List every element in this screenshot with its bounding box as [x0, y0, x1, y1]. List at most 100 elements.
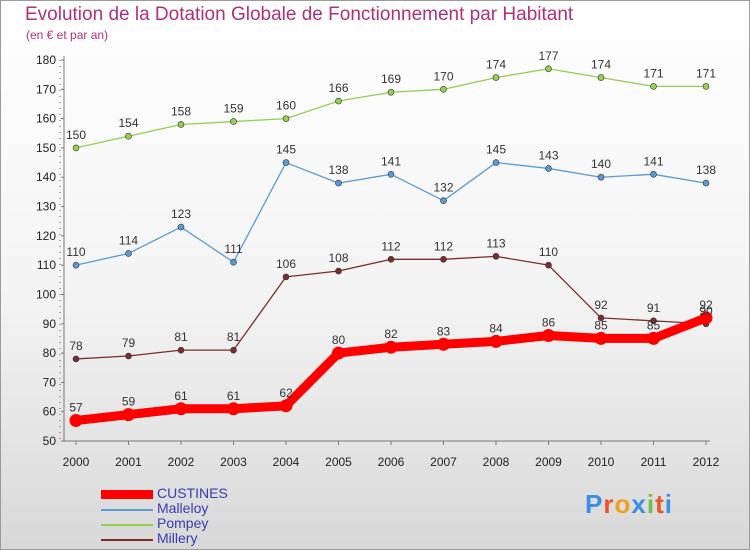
data-label-millery: 113: [486, 236, 505, 250]
data-label-custines: 62: [279, 386, 293, 400]
data-point-custines: [647, 331, 660, 345]
x-tick-label: 2008: [483, 455, 510, 469]
data-label-custines: 83: [437, 324, 451, 338]
data-label-millery: 110: [539, 245, 558, 259]
x-tick-label: 2011: [641, 455, 667, 469]
data-label-malleloy: 145: [486, 143, 506, 157]
legend-swatch: [101, 509, 153, 511]
data-label-millery: 81: [174, 330, 188, 344]
data-point-custines: [594, 331, 608, 345]
data-label-custines: 59: [122, 395, 136, 409]
data-label-custines: 85: [594, 318, 608, 332]
x-tick-label: 2002: [168, 455, 195, 469]
data-label-malleloy: 114: [119, 233, 138, 247]
data-label-pompey: 169: [381, 72, 401, 86]
y-tick-label: 130: [36, 200, 56, 214]
data-label-custines: 61: [174, 389, 188, 403]
data-label-custines: 85: [647, 318, 661, 332]
x-tick-label: 2001: [115, 455, 142, 469]
data-point-custines: [437, 337, 450, 351]
data-point-pompey: [650, 83, 657, 90]
data-label-malleloy: 111: [224, 242, 243, 256]
data-point-pompey: [230, 118, 237, 125]
legend-label: Malleloy: [157, 500, 209, 516]
data-label-millery: 79: [122, 336, 136, 350]
data-point-malleloy: [177, 223, 185, 231]
legend-label: Pompey: [157, 515, 209, 531]
data-label-malleloy: 141: [643, 154, 663, 168]
data-point-malleloy: [492, 159, 500, 166]
data-label-malleloy: 138: [696, 163, 716, 177]
series-millery: [72, 253, 710, 363]
data-point-malleloy: [597, 173, 605, 181]
data-point-custines: [542, 328, 555, 342]
data-point-custines: [699, 311, 713, 325]
data-point-pompey: [177, 121, 185, 128]
data-point-pompey: [387, 88, 395, 96]
data-point-custines: [332, 346, 345, 360]
data-label-malleloy: 132: [433, 181, 453, 195]
data-point-malleloy: [702, 179, 710, 187]
data-label-pompey: 159: [223, 102, 243, 116]
x-tick-label: 2010: [588, 455, 615, 469]
data-point-pompey: [335, 97, 342, 105]
y-tick-label: 150: [36, 141, 56, 155]
data-point-millery: [597, 314, 605, 322]
data-point-pompey: [545, 65, 552, 73]
logo-letter: t: [655, 489, 665, 519]
data-point-pompey: [282, 115, 290, 122]
data-point-pompey: [440, 86, 447, 93]
data-point-millery: [125, 352, 132, 360]
data-labels-layer: 110 114 123 111 145 138 141 132 145 143 140 141 138 1…: [66, 49, 716, 415]
data-label-pompey: 158: [171, 104, 191, 118]
data-label-custines: 84: [489, 321, 503, 335]
data-point-pompey: [72, 144, 80, 152]
data-label-custines: 61: [227, 389, 241, 403]
x-tick-label: 2005: [325, 455, 352, 469]
data-label-malleloy: 140: [591, 157, 611, 171]
y-tick-label: 110: [37, 258, 56, 272]
data-label-pompey: 171: [696, 66, 716, 80]
x-tick-label: 2004: [273, 455, 300, 469]
y-tick-label: 160: [36, 112, 56, 126]
data-point-millery: [335, 267, 342, 275]
data-label-millery: 91: [647, 301, 661, 315]
data-label-pompey: 171: [643, 66, 663, 80]
data-label-millery: 112: [434, 239, 453, 253]
data-point-millery: [387, 255, 395, 263]
data-label-millery: 92: [594, 298, 608, 312]
series-layer: [69, 65, 713, 427]
data-point-millery: [440, 255, 447, 263]
legend-swatch: [101, 490, 153, 499]
x-tick-label: 2000: [63, 455, 90, 469]
series-pompey: [72, 65, 710, 152]
data-point-malleloy: [545, 165, 552, 172]
y-tick-label: 70: [43, 375, 57, 389]
data-label-malleloy: 110: [66, 245, 85, 259]
data-label-pompey: 177: [538, 49, 558, 63]
data-label-pompey: 174: [486, 58, 506, 72]
data-label-pompey: 166: [328, 81, 348, 95]
data-point-malleloy: [230, 258, 237, 266]
data-label-millery: 106: [276, 257, 296, 271]
logo-letter: r: [603, 489, 615, 519]
data-point-custines: [489, 334, 503, 348]
x-tick-label: 2003: [220, 455, 247, 469]
logo-letter: o: [614, 489, 632, 519]
data-label-millery: 78: [69, 339, 83, 353]
data-label-malleloy: 123: [171, 207, 191, 221]
data-label-custines: 82: [384, 327, 398, 341]
data-label-millery: 112: [381, 239, 400, 253]
chart-axes: 50 60 70 80 90 100 110 120 130 140 150 160 170 180 200…: [36, 53, 720, 469]
series-malleloy: [72, 159, 710, 269]
data-point-malleloy: [125, 250, 132, 257]
data-label-custines: 80: [332, 333, 346, 347]
x-tick-label: 2006: [378, 455, 405, 469]
data-point-custines: [227, 402, 240, 416]
data-label-custines: 86: [542, 315, 556, 329]
data-point-custines: [69, 413, 83, 427]
data-label-millery: 90: [699, 304, 713, 318]
data-label-malleloy: 143: [538, 148, 558, 162]
data-label-malleloy: 141: [381, 154, 401, 168]
